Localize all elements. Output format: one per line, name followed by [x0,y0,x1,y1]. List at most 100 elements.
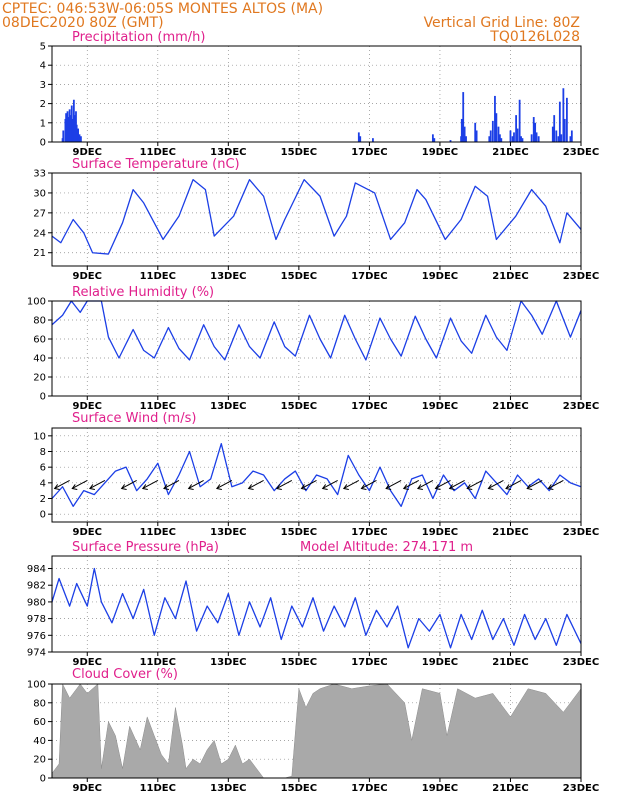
x-tick-label: 9DEC [73,527,102,538]
x-tick-label: 19DEC [422,657,458,668]
y-tick-label: 984 [27,564,46,575]
y-tick-label: 60 [33,335,46,346]
wind-arrow [121,480,137,489]
x-tick-label: 15DEC [281,271,317,282]
wind-arrow-head [141,484,148,490]
x-tick-label: 21DEC [492,271,528,282]
x-tick-label: 13DEC [210,147,246,158]
y-tick-label: 20 [33,373,46,384]
x-tick-label: 17DEC [351,783,387,794]
precip-bar [500,138,503,142]
x-tick-label: 11DEC [140,657,176,668]
panel-frame [51,683,582,779]
precip-bar [520,136,522,142]
wind-arrow-head [417,484,423,490]
wind-arrow [322,480,338,489]
wind-arrow-head [385,484,392,490]
y-tick-label: 24 [33,228,46,239]
cloud-cover-area [51,683,582,779]
panel-frame [51,427,582,523]
y-tick-label: 100 [27,297,46,308]
x-tick-label: 11DEC [140,527,176,538]
panel-title-pressure: Surface Pressure (hPa) [72,540,219,555]
x-tick-label: 21DEC [492,657,528,668]
wind-arrow [435,480,451,489]
precip-bar [465,136,467,142]
y-tick-label: 20 [33,755,46,766]
x-tick-label: 17DEC [351,401,387,412]
precip-bar [558,101,561,142]
x-tick-label: 23DEC [563,271,599,282]
wind-arrow-head [187,484,194,490]
wind-arrow-head [526,484,533,490]
panel-title-cloud-cover: Cloud Cover (%) [72,667,178,682]
x-tick-label: 13DEC [210,783,246,794]
precip-bar [67,117,70,142]
y-tick-label: 0 [40,510,46,521]
wind-arrow-head [71,484,78,490]
precip-bar [569,136,572,142]
wind-arrow [188,480,204,489]
y-tick-label: 976 [27,631,46,642]
y-tick-label: 8 [40,447,46,458]
x-tick-label: 19DEC [422,271,458,282]
x-tick-label: 9DEC [73,783,102,794]
series-line [51,567,582,649]
precip-bar [78,134,81,142]
precip-bar [460,118,463,142]
precip-bar [489,130,492,142]
precip-bar [449,140,452,142]
x-tick-label: 23DEC [563,657,599,668]
precip-bar [560,134,563,142]
precip-bar [563,118,566,142]
y-tick-label: 60 [33,717,46,728]
precip-bar [530,134,533,142]
wind-arrow [505,480,522,489]
x-tick-label: 23DEC [563,783,599,794]
wind-arrow-head [300,484,307,490]
header-model-code: TQ0126L028 [489,29,580,45]
precip-bar [562,88,565,142]
precip-bar [69,115,72,142]
y-tick-label: 21 [33,248,46,259]
x-tick-label: 9DEC [73,657,102,668]
precip-bar [75,124,78,142]
x-tick-label: 21DEC [492,147,528,158]
wind-arrow-head [487,484,494,490]
y-tick-label: 10 [33,431,46,442]
y-tick-label: 80 [33,698,46,709]
wind-arrow [142,480,159,489]
precip-bar [521,138,524,142]
precip-bar [474,122,477,142]
precip-bar [65,113,68,142]
wind-arrow [89,480,106,489]
wind-arrow-head [342,484,349,490]
y-tick-label: 974 [27,648,46,659]
wind-arrow-head [163,484,170,490]
x-tick-label: 9DEC [73,271,102,282]
wind-arrow-head [120,484,127,490]
wind-arrow-head [505,484,512,490]
precip-bar [431,134,434,142]
y-tick-label: 2 [40,99,46,110]
y-tick-label: 978 [27,614,46,625]
wind-arrow [403,480,420,489]
x-tick-label: 11DEC [140,147,176,158]
precip-bar [462,92,465,142]
wind-arrow-head [448,484,455,490]
panel-title-humidity: Relative Humidity (%) [72,285,214,300]
wind-arrow [361,480,377,489]
series-line [51,300,582,361]
panel-subtitle-altitude: Model Altitude: 274.171 m [300,540,473,555]
series-line [51,178,582,255]
wind-arrow [449,480,465,489]
precip-bar [359,136,362,142]
series-line [51,443,582,507]
precip-bar [565,97,568,142]
precip-bar [71,118,74,142]
y-tick-label: 40 [33,736,46,747]
wind-arrow [343,480,360,489]
x-tick-label: 23DEC [563,527,599,538]
precip-bar [555,130,558,142]
precip-bar [570,130,573,142]
